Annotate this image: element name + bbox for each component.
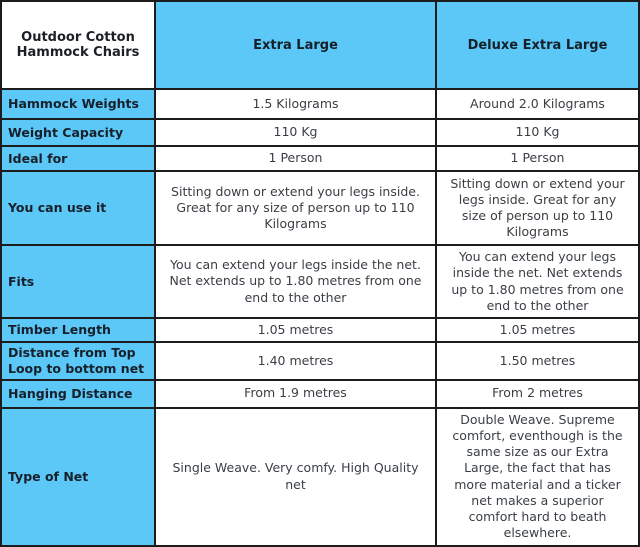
table-row: Fits You can extend your legs inside the… xyxy=(0,244,640,319)
table-row: Weight Capacity 110 Kg 110 Kg xyxy=(0,118,640,147)
header-row: Outdoor Cotton Hammock Chairs Extra Larg… xyxy=(0,0,640,90)
row-label-distance-top-loop: Distance from Top Loop to bottom net xyxy=(0,341,156,381)
cell-extra-large: 1 Person xyxy=(154,145,437,172)
cell-deluxe-extra-large: 110 Kg xyxy=(435,118,640,147)
cell-extra-large: From 1.9 metres xyxy=(154,378,437,409)
row-label-weight-capacity: Weight Capacity xyxy=(0,118,156,147)
cell-deluxe-extra-large: 1.05 metres xyxy=(435,316,640,344)
cell-deluxe-extra-large: Double Weave. Supreme comfort, eventhoug… xyxy=(435,406,640,547)
cell-deluxe-extra-large: From 2 metres xyxy=(435,378,640,409)
table-row: Timber Length 1.05 metres 1.05 metres xyxy=(0,316,640,344)
row-label-hammock-weights: Hammock Weights xyxy=(0,88,156,120)
cell-extra-large: 1.5 Kilograms xyxy=(154,88,437,120)
cell-deluxe-extra-large: 1 Person xyxy=(435,145,640,172)
row-label-ideal-for: Ideal for xyxy=(0,145,156,172)
table-row: Hammock Weights 1.5 Kilograms Around 2.0… xyxy=(0,88,640,120)
table-row: Hanging Distance From 1.9 metres From 2 … xyxy=(0,378,640,409)
table-row: Type of Net Single Weave. Very comfy. Hi… xyxy=(0,406,640,547)
cell-extra-large: 110 Kg xyxy=(154,118,437,147)
table-row: You can use it Sitting down or extend yo… xyxy=(0,170,640,246)
cell-extra-large: You can extend your legs inside the net.… xyxy=(154,244,437,319)
column-header-extra-large: Extra Large xyxy=(154,0,437,90)
row-label-type-of-net: Type of Net xyxy=(0,406,156,547)
row-label-fits: Fits xyxy=(0,244,156,319)
row-label-hanging-distance: Hanging Distance xyxy=(0,378,156,409)
cell-extra-large: 1.05 metres xyxy=(154,316,437,344)
cell-deluxe-extra-large: 1.50 metres xyxy=(435,341,640,381)
column-header-deluxe-extra-large: Deluxe Extra Large xyxy=(435,0,640,90)
row-label-you-can-use-it: You can use it xyxy=(0,170,156,246)
table-row: Ideal for 1 Person 1 Person xyxy=(0,145,640,172)
cell-extra-large: 1.40 metres xyxy=(154,341,437,381)
cell-deluxe-extra-large: Around 2.0 Kilograms xyxy=(435,88,640,120)
row-label-timber-length: Timber Length xyxy=(0,316,156,344)
cell-deluxe-extra-large: You can extend your legs inside the net.… xyxy=(435,244,640,319)
table-title: Outdoor Cotton Hammock Chairs xyxy=(0,0,156,90)
cell-extra-large: Single Weave. Very comfy. High Quality n… xyxy=(154,406,437,547)
table-row: Distance from Top Loop to bottom net 1.4… xyxy=(0,341,640,381)
cell-extra-large: Sitting down or extend your legs inside.… xyxy=(154,170,437,246)
cell-deluxe-extra-large: Sitting down or extend your legs inside.… xyxy=(435,170,640,246)
